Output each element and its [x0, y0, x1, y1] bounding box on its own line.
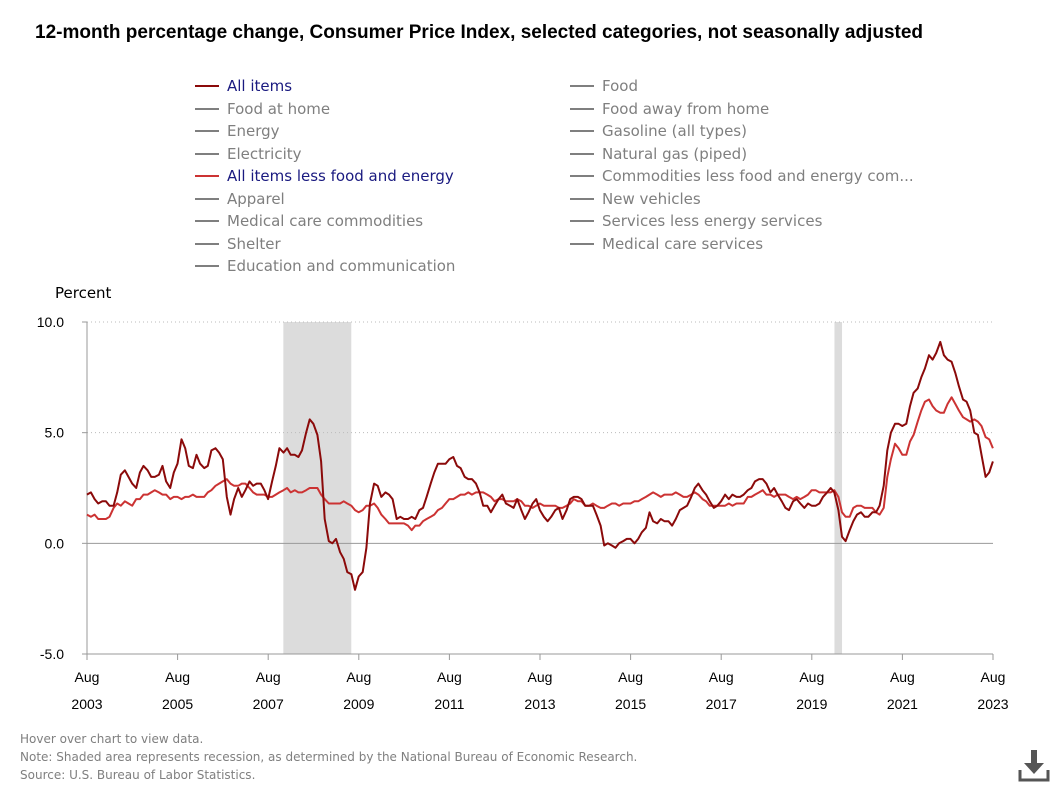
x-tick-month: Aug [346, 669, 371, 685]
x-tick-month: Aug [618, 669, 643, 685]
x-tick-year: 2013 [524, 696, 555, 712]
x-tick-month: Aug [75, 669, 100, 685]
legend-item[interactable]: Electricity [195, 143, 302, 165]
legend-label: All items [227, 77, 293, 95]
legend-item[interactable]: Food away from home [570, 98, 769, 120]
legend-item[interactable]: Shelter [195, 233, 281, 255]
legend-swatch-icon [570, 220, 594, 222]
x-tick-year: 2003 [71, 696, 102, 712]
legend-label: Food at home [227, 99, 331, 118]
legend-label: All items less food and energy [227, 167, 454, 185]
legend-item[interactable]: Food at home [195, 98, 330, 120]
hover-hint: Hover over chart to view data. [20, 732, 204, 746]
legend-item[interactable]: Gasoline (all types) [570, 120, 747, 142]
legend-item[interactable]: Services less energy services [570, 210, 822, 232]
footnotes: Hover over chart to view data. Note: Sha… [20, 730, 637, 784]
legend-swatch-icon [570, 107, 594, 110]
y-tick-label: -5.0 [40, 646, 64, 662]
legend-item[interactable]: All items [195, 75, 292, 97]
series-line-all-items[interactable] [86, 340, 994, 591]
legend-label: Food [602, 77, 638, 95]
legend-label: Electricity [227, 144, 302, 163]
legend-item[interactable]: Food [570, 75, 638, 97]
chart[interactable]: -5.0 0.0 5.0 10.0 Aug 2003 Aug 2005 Aug 2007 Aug 20… [0, 280, 1060, 725]
legend-swatch-icon [195, 242, 219, 245]
legend-swatch-icon [570, 175, 594, 177]
grid-layer [87, 321, 993, 655]
legend-label: Energy [227, 122, 280, 140]
x-tick-month: Aug [528, 669, 553, 685]
legend-label: Shelter [227, 234, 281, 253]
legend-label: Education and communication [227, 257, 456, 275]
legend-swatch-icon [195, 175, 219, 177]
legend-item[interactable]: Medical care commodities [195, 210, 423, 232]
legend-label: Gasoline (all types) [602, 122, 747, 140]
x-tick-year: 2015 [615, 696, 646, 712]
x-tick-month: Aug [799, 669, 824, 685]
x-tick-month: Aug [437, 669, 462, 685]
series-line-all-items-less-food-and-energy[interactable] [86, 396, 994, 532]
legend-label: Services less energy services [602, 212, 823, 230]
legend-swatch-icon [195, 85, 219, 87]
x-tick-year: 2011 [434, 696, 464, 712]
legend-swatch-icon [570, 130, 594, 132]
download-icon[interactable] [1018, 748, 1050, 784]
legend-item[interactable]: Apparel [195, 188, 285, 210]
x-tick-year: 2007 [253, 696, 284, 712]
legend-label: Commodities less food and energy com... [602, 167, 914, 185]
x-tick-month: Aug [256, 669, 281, 685]
x-tick-year: 2005 [162, 696, 193, 712]
legend-swatch-icon [195, 152, 219, 155]
x-tick-year: 2009 [343, 696, 374, 712]
x-tick-year: 2019 [796, 696, 827, 712]
x-tick-month: Aug [890, 669, 915, 685]
recession-layer [283, 322, 843, 654]
axis-layer: -5.0 0.0 5.0 10.0 Aug 2003 Aug 2005 Aug 2007 Aug 20… [37, 314, 1009, 712]
legend-item[interactable]: Natural gas (piped) [570, 143, 747, 165]
recession-note: Note: Shaded area represents recession, … [20, 750, 638, 764]
legend-swatch-icon [570, 242, 594, 245]
legend-swatch-icon [195, 130, 219, 132]
series-layer[interactable] [86, 340, 994, 591]
recession-band [834, 322, 843, 654]
legend-item[interactable]: All items less food and energy [195, 165, 454, 187]
x-tick-year: 2023 [977, 696, 1008, 712]
legend-item[interactable]: Commodities less food and energy com... [570, 165, 914, 187]
legend-label: Natural gas (piped) [602, 144, 748, 163]
chart-title: 12-month percentage change, Consumer Pri… [35, 22, 924, 43]
legend-swatch-icon [195, 265, 219, 267]
y-tick-label: 10.0 [37, 314, 64, 330]
legend-swatch-icon [195, 197, 219, 200]
x-tick-month: Aug [709, 669, 734, 685]
legend-label: New vehicles [602, 189, 701, 208]
legend: All items Food Food at home Food away from … [195, 75, 995, 280]
y-axis-label: Percent [55, 284, 112, 302]
x-tick-month: Aug [165, 669, 190, 685]
legend-swatch-icon [570, 85, 594, 87]
legend-item[interactable]: Medical care services [570, 233, 763, 255]
legend-label: Medical care commodities [227, 212, 424, 230]
x-tick-year: 2017 [706, 696, 737, 712]
legend-label: Food away from home [602, 99, 770, 118]
legend-label: Apparel [227, 189, 285, 208]
download-arrow-icon [1018, 750, 1050, 782]
x-tick-year: 2021 [887, 696, 918, 712]
legend-swatch-icon [570, 152, 594, 155]
legend-label: Medical care services [602, 234, 764, 253]
source-note: Source: U.S. Bureau of Labor Statistics. [20, 768, 256, 782]
y-tick-label: 5.0 [45, 425, 65, 441]
legend-item[interactable]: Energy [195, 120, 280, 142]
y-tick-label: 0.0 [45, 535, 65, 551]
legend-item[interactable]: New vehicles [570, 188, 701, 210]
legend-swatch-icon [195, 220, 219, 222]
legend-swatch-icon [570, 197, 594, 200]
legend-item[interactable]: Education and communication [195, 255, 455, 277]
x-tick-month: Aug [981, 669, 1006, 685]
legend-swatch-icon [195, 107, 219, 110]
